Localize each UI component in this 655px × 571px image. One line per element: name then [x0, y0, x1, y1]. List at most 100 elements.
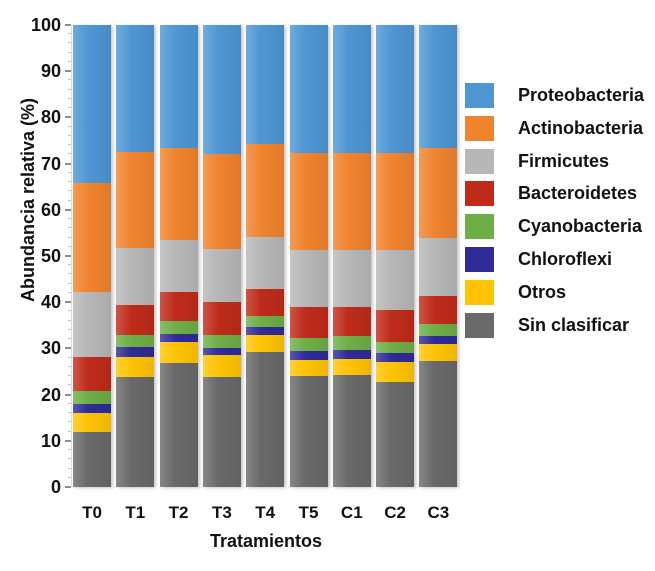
- segment-bacteroidetes-T0: [73, 356, 111, 391]
- major-tick: [65, 116, 71, 119]
- segment-bacteroidetes-T1: [116, 304, 155, 335]
- segment-firmicutes-T3: [202, 249, 241, 303]
- x-axis-title: Tratamientos: [209, 531, 323, 551]
- segment-sin-clasificar-T0: [73, 432, 111, 487]
- minor-tick: [68, 319, 71, 321]
- segment-otros-T3: [202, 355, 241, 378]
- segment-bacteroidetes-T4: [246, 288, 285, 317]
- minor-tick: [68, 310, 71, 312]
- segment-otros-C1: [332, 359, 371, 376]
- segment-chloroflexi-T1: [116, 346, 155, 357]
- bar-C2: [376, 25, 415, 487]
- segment-cyanobacteria-T5: [289, 337, 328, 352]
- minor-tick: [68, 227, 71, 229]
- minor-tick: [68, 33, 71, 35]
- y-tick-label-80: 80: [40, 107, 61, 128]
- x-tick-label-C2: C2: [384, 503, 406, 522]
- legend-swatch-bacteroidetes: [465, 181, 494, 207]
- segment-bacteroidetes-C1: [332, 307, 371, 337]
- segment-proteobacteria-T2: [159, 25, 198, 149]
- y-tick-label-100: 100: [30, 15, 61, 35]
- legend-swatch-chloroflexi: [465, 246, 494, 272]
- segment-bacteroidetes-C2: [376, 310, 415, 342]
- legend-label-sin-clasificar: Sin clasificar: [518, 314, 630, 335]
- minor-tick: [68, 190, 71, 192]
- minor-tick: [68, 60, 71, 62]
- segment-firmicutes-T4: [246, 237, 285, 289]
- segment-actinobacteria-T5: [289, 153, 328, 250]
- legend-row-sin-clasificar: Sin clasificar: [465, 312, 644, 338]
- minor-tick: [68, 199, 71, 201]
- minor-tick: [68, 51, 71, 53]
- y-tick-label-20: 20: [40, 384, 61, 405]
- minor-tick: [68, 328, 71, 330]
- legend-swatch-proteobacteria: [465, 83, 494, 108]
- bar-C3: [419, 25, 458, 487]
- legend-label-actinobacteria: Actinobacteria: [518, 117, 644, 138]
- legend-row-cyanobacteria: Cyanobacteria: [465, 214, 644, 240]
- minor-tick: [68, 356, 71, 358]
- x-tick-label-T5: T5: [298, 503, 319, 522]
- segment-actinobacteria-T0: [73, 183, 111, 293]
- legend-swatch-actinobacteria: [465, 115, 494, 141]
- segment-cyanobacteria-T1: [116, 334, 155, 347]
- segment-otros-T0: [73, 412, 111, 433]
- minor-tick: [68, 245, 71, 247]
- minor-tick: [68, 42, 71, 44]
- x-tick-label-T0: T0: [82, 503, 102, 522]
- segment-firmicutes-T0: [73, 292, 111, 357]
- major-tick: [65, 347, 71, 350]
- minor-tick: [68, 412, 71, 414]
- legend-swatch-otros: [465, 279, 494, 305]
- bar-C1: [332, 25, 371, 487]
- segment-actinobacteria-T4: [246, 144, 285, 238]
- segment-bacteroidetes-T3: [202, 302, 241, 336]
- segment-sin-clasificar-C1: [332, 375, 371, 487]
- legend-label-chloroflexi: Chloroflexi: [518, 248, 613, 269]
- minor-tick: [68, 171, 71, 173]
- segment-sin-clasificar-C2: [376, 381, 415, 487]
- segment-chloroflexi-T0: [73, 404, 111, 413]
- minor-tick: [68, 236, 71, 238]
- y-tick-label-60: 60: [40, 199, 61, 220]
- segment-proteobacteria-C3: [419, 25, 458, 149]
- segment-otros-T5: [289, 360, 328, 377]
- segment-chloroflexi-T2: [159, 333, 198, 342]
- segment-proteobacteria-T5: [289, 25, 328, 154]
- segment-firmicutes-C3: [419, 237, 458, 297]
- segment-chloroflexi-C2: [376, 352, 415, 362]
- segment-actinobacteria-C3: [419, 148, 458, 238]
- segment-firmicutes-T1: [116, 248, 155, 305]
- segment-proteobacteria-T4: [246, 25, 285, 145]
- y-tick-label-70: 70: [40, 153, 61, 174]
- legend-label-otros: Otros: [518, 281, 567, 302]
- segment-chloroflexi-C3: [419, 336, 458, 344]
- major-tick: [65, 208, 71, 211]
- segment-chloroflexi-T3: [202, 347, 241, 356]
- legend-label-proteobacteria: Proteobacteria: [518, 85, 645, 105]
- minor-tick: [68, 88, 71, 90]
- x-tick-label-T3: T3: [211, 503, 232, 522]
- segment-actinobacteria-T1: [116, 152, 155, 249]
- minor-tick: [68, 107, 71, 109]
- major-tick: [65, 70, 71, 73]
- segment-bacteroidetes-C3: [419, 296, 458, 324]
- legend-label-bacteroidetes: Bacteroidetes: [518, 183, 638, 204]
- y-tick-label-50: 50: [40, 246, 61, 266]
- minor-tick: [68, 144, 71, 146]
- segment-sin-clasificar-T2: [159, 363, 198, 487]
- major-tick: [65, 439, 71, 442]
- segment-cyanobacteria-T0: [73, 390, 111, 405]
- segment-bacteroidetes-T2: [159, 292, 198, 322]
- minor-tick: [68, 134, 71, 136]
- minor-tick: [68, 476, 71, 478]
- segment-actinobacteria-C2: [376, 152, 415, 250]
- y-tick-label-40: 40: [40, 292, 61, 313]
- segment-bacteroidetes-T5: [289, 307, 328, 338]
- segment-cyanobacteria-C3: [419, 323, 458, 337]
- segment-actinobacteria-C1: [332, 153, 371, 250]
- minor-tick: [68, 375, 71, 377]
- segment-otros-T4: [246, 335, 285, 353]
- legend-row-chloroflexi: Chloroflexi: [465, 246, 644, 272]
- major-tick: [65, 255, 71, 257]
